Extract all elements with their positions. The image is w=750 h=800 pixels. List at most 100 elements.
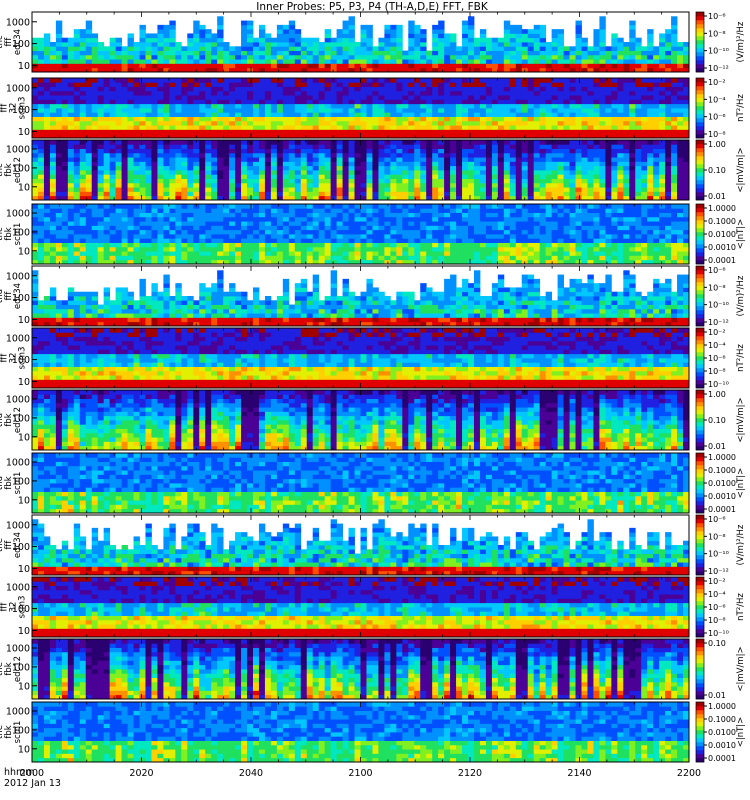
colorbar-tick-label: 10⁻⁸ <box>708 616 726 625</box>
y-tick-label: 1000 <box>6 395 30 406</box>
spectrogram-cells <box>32 390 690 451</box>
panel-label-line: edc12 <box>13 407 23 433</box>
panel-the-fbk-scm1: 10 100 1000 thefbkscm1 0.0001 0.0010 0.0100 0.1… <box>0 701 746 763</box>
colorbar-tick-label: 10⁻¹⁰ <box>708 380 729 389</box>
panel-label-line: fbk <box>4 413 14 426</box>
colorbar-tick-label: 0.10 <box>708 166 726 175</box>
panel-label-line: fff <box>4 291 14 301</box>
colorbar-tick-label: 0.1000 <box>708 715 736 724</box>
colorbar-unit: <|mV/m|> <box>736 397 746 442</box>
x-tick-label: 2200 <box>677 768 701 779</box>
colorbar-unit: (V/m)²/Hz <box>736 524 746 565</box>
colorbar-tick-label: 10⁻⁶ <box>708 603 726 612</box>
y-tick-label: 1000 <box>6 644 30 655</box>
panel-thd-fff-32-scm3: 101001000thdfff32scm310⁻¹⁰10⁻⁸10⁻⁶10⁻⁴10… <box>0 327 746 389</box>
spectrogram-cells <box>32 639 690 700</box>
panel-label: thdfffedc34 <box>0 283 23 309</box>
colorbar-tick-label: 0.0010 <box>708 741 736 750</box>
panel-label-line: 32 <box>9 602 19 613</box>
colorbar-tick-label: 1.0000 <box>708 204 736 213</box>
colorbar: 0.01 0.10 1.00 <|mV/m|> <box>695 389 746 451</box>
y-tick-label: 10 <box>18 61 30 72</box>
colorbar-tick-label: 0.0010 <box>708 243 736 252</box>
colorbar: 10⁻¹² 10⁻¹⁰ 10⁻⁸ 10⁻⁶ (V/m)²/Hz <box>695 514 746 576</box>
colorbar-tick-label: 10⁻¹⁰ <box>708 550 729 559</box>
colorbar-tick-label: 0.0100 <box>708 230 736 239</box>
spectrogram-cells <box>32 204 690 265</box>
panels: 101001000thcfffedc3410⁻¹²10⁻¹⁰10⁻⁸10⁻⁶(V… <box>0 11 746 763</box>
time-axis-label: hhmm <box>4 767 35 778</box>
y-tick-label: 10 <box>18 626 30 637</box>
colorbar-unit: nT²/Hz <box>736 94 746 122</box>
spectrogram-cells <box>32 577 690 638</box>
panel-label-line: fff <box>4 37 14 47</box>
panel-the-fff-edc34: 101001000thefffedc3410⁻¹²10⁻¹⁰10⁻⁸10⁻⁶(V… <box>0 514 746 576</box>
y-tick-label: 100 <box>12 227 30 238</box>
colorbar-unit: nT²/Hz <box>736 593 746 621</box>
colorbar-tick-label: 0.01 <box>708 691 726 700</box>
y-tick-label: 1000 <box>6 458 30 469</box>
panel-label: thdfbkscm1 <box>0 472 23 495</box>
panel-label-line: thc <box>0 163 5 177</box>
colorbar-tick-label: 0.10 <box>708 416 726 425</box>
colorbar-tick-label: 10⁻¹⁰ <box>708 47 729 56</box>
x-tick-label: 2000 <box>20 768 44 779</box>
colorbar-tick-label: 10⁻⁴ <box>708 341 726 350</box>
y-tick-label: 1000 <box>6 707 30 718</box>
spectrogram-cells <box>32 702 690 763</box>
panel-label-line: edc34 <box>13 29 23 55</box>
colorbar-tick-label: 10⁻² <box>708 328 726 337</box>
y-tick-label: 1000 <box>6 209 30 220</box>
colorbar: 10⁻¹⁰ 10⁻⁸ 10⁻⁶ 10⁻⁴ 10⁻² nT²/Hz <box>695 576 746 638</box>
colorbar-tick-label: 0.0010 <box>708 492 736 501</box>
panel-label-line: edc34 <box>13 283 23 309</box>
colorbar-tick-label: 1.00 <box>708 140 726 149</box>
panel-label-line: thc <box>0 35 5 49</box>
spectrogram-cells <box>32 519 690 576</box>
panel-label: thefbkedc12 <box>0 656 23 682</box>
colorbar-tick-label: 0.0100 <box>708 728 736 737</box>
panel-label-line: fbk <box>4 725 14 738</box>
spectrogram-cells <box>32 16 690 73</box>
panel-label-line: edc34 <box>13 532 23 558</box>
x-tick-label: 2140 <box>567 768 591 779</box>
colorbar-tick-label: 0.0001 <box>708 256 736 265</box>
spectrogram-cells <box>32 78 690 139</box>
panel-label-line: fff <box>0 602 10 612</box>
panel-label-line: thc <box>0 101 1 115</box>
panel-label-line: the <box>0 600 1 614</box>
panel-label-line: fff <box>0 353 10 363</box>
y-tick-label: 1000 <box>6 520 30 531</box>
panel-label-line: fbk <box>4 662 14 675</box>
y-tick-label: 10 <box>18 744 30 755</box>
panel-label-line: fbk <box>4 163 14 176</box>
colorbar-tick-label: 0.0100 <box>708 479 736 488</box>
y-tick-label: 10 <box>18 377 30 388</box>
y-tick-label: 100 <box>12 39 30 50</box>
panel-thc-fff-edc34: 101001000thcfffedc3410⁻¹²10⁻¹⁰10⁻⁸10⁻⁶(V… <box>0 11 746 73</box>
colorbar: 0.0001 0.0010 0.0100 0.1000 1.0000<|nT|> <box>695 452 746 514</box>
y-tick-label: 10 <box>18 432 30 443</box>
colorbar-tick-label: 10⁻⁸ <box>708 367 726 376</box>
panel-thc-fbk-scm1: 10 100 1000 thcfbkscm1 0.0001 0.0010 0.0100 0.1… <box>0 203 746 265</box>
panel-label-line: scm1 <box>13 721 23 744</box>
y-tick-label: 1000 <box>6 83 30 94</box>
y-tick-label: 100 <box>12 413 30 424</box>
panel-label-line: the <box>0 538 5 552</box>
panel-label-line: scm3 <box>18 347 28 370</box>
y-tick-label: 10 <box>18 564 30 575</box>
colorbar-tick-label: 10⁻¹² <box>708 318 729 327</box>
panel-label-line: thd <box>0 289 5 303</box>
panel-label: thdfff32scm3 <box>0 347 28 370</box>
y-tick-label: 10 <box>18 182 30 193</box>
y-tick-label: 100 <box>12 476 30 487</box>
y-tick-label: 1000 <box>6 145 30 156</box>
colorbar-tick-label: 10⁻⁶ <box>708 12 726 21</box>
x-tick-label: 2020 <box>129 768 153 779</box>
panel-label: thcfbkscm1 <box>0 223 23 246</box>
colorbar-unit: <|nT|> <box>736 219 746 250</box>
